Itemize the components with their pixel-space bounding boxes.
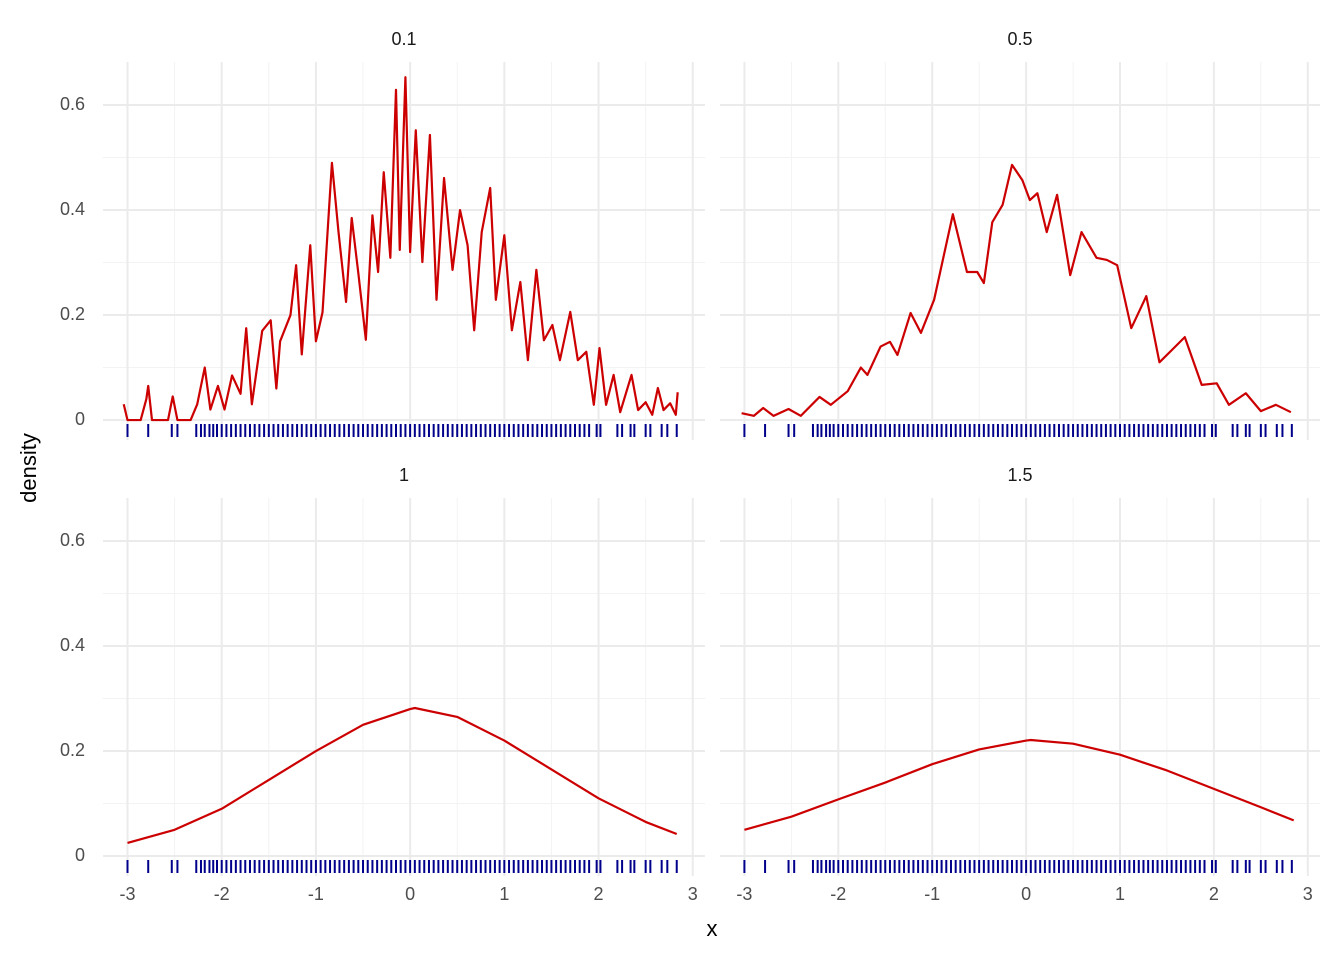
x-tick-label: -2	[830, 884, 846, 904]
x-tick-label: -1	[308, 884, 324, 904]
x-axis-label: x	[707, 916, 718, 941]
y-tick-label: 0	[75, 409, 85, 429]
x-tick-label: 0	[1021, 884, 1031, 904]
density-line	[122, 76, 679, 422]
x-tick-label: -3	[736, 884, 752, 904]
facet-title: 0.5	[1007, 29, 1032, 49]
x-tick-label: 2	[1209, 884, 1219, 904]
y-axis-label: density	[16, 433, 41, 503]
y-tick-label: 0.4	[60, 635, 85, 655]
x-tick-label: 3	[1303, 884, 1313, 904]
facet-title: 0.1	[391, 29, 416, 49]
x-tick-label: -2	[214, 884, 230, 904]
x-tick-label: -3	[119, 884, 135, 904]
density-line	[127, 706, 678, 844]
y-tick-label: 0.4	[60, 199, 85, 219]
y-tick-label: 0	[75, 845, 85, 865]
x-tick-label: 1	[1115, 884, 1125, 904]
y-tick-label: 0.2	[60, 740, 85, 760]
density-line	[741, 163, 1292, 417]
y-tick-label: 0.2	[60, 304, 85, 324]
x-tick-label: 2	[594, 884, 604, 904]
facet-title: 1	[399, 465, 409, 485]
y-tick-label: 0.6	[60, 530, 85, 550]
x-tick-label: 3	[688, 884, 698, 904]
density-line	[744, 738, 1295, 831]
x-tick-label: 0	[405, 884, 415, 904]
x-tick-label: -1	[924, 884, 940, 904]
x-tick-label: 1	[499, 884, 509, 904]
y-tick-label: 0.6	[60, 94, 85, 114]
facet-title: 1.5	[1007, 465, 1032, 485]
